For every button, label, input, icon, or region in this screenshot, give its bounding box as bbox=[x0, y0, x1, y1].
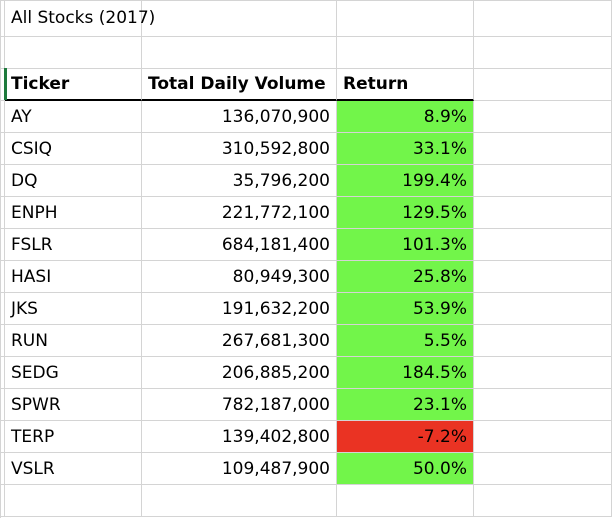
volume-cell[interactable]: 109,487,900 bbox=[142, 453, 337, 485]
ticker-cell[interactable]: RUN bbox=[5, 325, 142, 357]
empty-cell[interactable] bbox=[474, 0, 612, 37]
volume-cell[interactable]: 191,632,200 bbox=[142, 293, 337, 325]
empty-cell[interactable] bbox=[142, 485, 337, 517]
empty-cell[interactable] bbox=[474, 69, 612, 101]
volume-cell[interactable]: 782,187,000 bbox=[142, 389, 337, 421]
header-row: Ticker Total Daily Volume Return bbox=[0, 69, 612, 101]
return-cell[interactable]: 8.9% bbox=[337, 101, 474, 133]
row-margin-cell[interactable] bbox=[0, 485, 5, 517]
title-cell[interactable] bbox=[5, 0, 142, 37]
return-cell[interactable]: 33.1% bbox=[337, 133, 474, 165]
empty-cell[interactable] bbox=[474, 165, 612, 197]
header-ticker[interactable]: Ticker bbox=[5, 69, 142, 101]
ticker-cell[interactable]: TERP bbox=[5, 421, 142, 453]
empty-cell[interactable] bbox=[474, 197, 612, 229]
table-row: ENPH 221,772,100 129.5% bbox=[0, 197, 612, 229]
empty-cell[interactable] bbox=[5, 37, 142, 69]
row-margin-cell[interactable] bbox=[0, 453, 5, 485]
row-margin-cell[interactable] bbox=[0, 165, 5, 197]
return-cell[interactable]: 101.3% bbox=[337, 229, 474, 261]
empty-cell[interactable] bbox=[474, 325, 612, 357]
ticker-cell[interactable]: CSIQ bbox=[5, 133, 142, 165]
return-cell[interactable]: 184.5% bbox=[337, 357, 474, 389]
table-row: HASI 80,949,300 25.8% bbox=[0, 261, 612, 293]
volume-cell[interactable]: 80,949,300 bbox=[142, 261, 337, 293]
ticker-cell[interactable]: JKS bbox=[5, 293, 142, 325]
return-cell[interactable]: 23.1% bbox=[337, 389, 474, 421]
empty-cell[interactable] bbox=[142, 37, 337, 69]
return-cell[interactable]: -7.2% bbox=[337, 421, 474, 453]
return-cell[interactable]: 50.0% bbox=[337, 453, 474, 485]
return-cell[interactable]: 129.5% bbox=[337, 197, 474, 229]
row-margin-cell[interactable] bbox=[0, 229, 5, 261]
volume-cell[interactable]: 139,402,800 bbox=[142, 421, 337, 453]
blank-row bbox=[0, 485, 612, 517]
table-row: JKS 191,632,200 53.9% bbox=[0, 293, 612, 325]
ticker-cell[interactable]: AY bbox=[5, 101, 142, 133]
ticker-cell[interactable]: VSLR bbox=[5, 453, 142, 485]
header-return[interactable]: Return bbox=[337, 69, 474, 101]
volume-cell[interactable]: 206,885,200 bbox=[142, 357, 337, 389]
row-margin-cell[interactable] bbox=[0, 133, 5, 165]
row-margin-cell[interactable] bbox=[0, 0, 5, 37]
volume-cell[interactable]: 684,181,400 bbox=[142, 229, 337, 261]
table-row: CSIQ 310,592,800 33.1% bbox=[0, 133, 612, 165]
empty-cell[interactable] bbox=[337, 37, 474, 69]
ticker-cell[interactable]: SPWR bbox=[5, 389, 142, 421]
volume-cell[interactable]: 35,796,200 bbox=[142, 165, 337, 197]
empty-cell[interactable] bbox=[474, 101, 612, 133]
row-margin-cell[interactable] bbox=[0, 293, 5, 325]
empty-cell[interactable] bbox=[474, 293, 612, 325]
empty-cell[interactable] bbox=[474, 357, 612, 389]
table-row: TERP 139,402,800 -7.2% bbox=[0, 421, 612, 453]
empty-cell[interactable] bbox=[337, 0, 474, 37]
return-cell[interactable]: 53.9% bbox=[337, 293, 474, 325]
volume-cell[interactable]: 310,592,800 bbox=[142, 133, 337, 165]
return-cell[interactable]: 199.4% bbox=[337, 165, 474, 197]
empty-cell[interactable] bbox=[5, 485, 142, 517]
table-row: DQ 35,796,200 199.4% bbox=[0, 165, 612, 197]
empty-cell[interactable] bbox=[474, 485, 612, 517]
empty-cell[interactable] bbox=[474, 453, 612, 485]
row-margin-cell[interactable] bbox=[0, 421, 5, 453]
empty-cell[interactable] bbox=[337, 485, 474, 517]
table-row: AY 136,070,900 8.9% bbox=[0, 101, 612, 133]
empty-cell[interactable] bbox=[474, 133, 612, 165]
row-margin-cell[interactable] bbox=[0, 197, 5, 229]
row-margin-cell[interactable] bbox=[0, 325, 5, 357]
row-margin-cell[interactable] bbox=[0, 101, 5, 133]
volume-cell[interactable]: 221,772,100 bbox=[142, 197, 337, 229]
ticker-cell[interactable]: HASI bbox=[5, 261, 142, 293]
table-row: SEDG 206,885,200 184.5% bbox=[0, 357, 612, 389]
ticker-cell[interactable]: DQ bbox=[5, 165, 142, 197]
table-row: VSLR 109,487,900 50.0% bbox=[0, 453, 612, 485]
header-total-daily-volume[interactable]: Total Daily Volume bbox=[142, 69, 337, 101]
empty-cell[interactable] bbox=[474, 261, 612, 293]
sheet-title: All Stocks (2017) bbox=[11, 8, 156, 28]
empty-cell[interactable] bbox=[474, 229, 612, 261]
blank-row bbox=[0, 37, 612, 69]
return-cell[interactable]: 5.5% bbox=[337, 325, 474, 357]
volume-cell[interactable]: 267,681,300 bbox=[142, 325, 337, 357]
ticker-cell[interactable]: ENPH bbox=[5, 197, 142, 229]
volume-cell[interactable]: 136,070,900 bbox=[142, 101, 337, 133]
cell-selection-indicator bbox=[4, 68, 7, 100]
empty-cell[interactable] bbox=[142, 0, 337, 37]
table-row: SPWR 782,187,000 23.1% bbox=[0, 389, 612, 421]
ticker-cell[interactable]: SEDG bbox=[5, 357, 142, 389]
table-row: FSLR 684,181,400 101.3% bbox=[0, 229, 612, 261]
row-margin-cell[interactable] bbox=[0, 37, 5, 69]
ticker-cell[interactable]: FSLR bbox=[5, 229, 142, 261]
empty-cell[interactable] bbox=[474, 37, 612, 69]
row-margin-cell[interactable] bbox=[0, 261, 5, 293]
empty-cell[interactable] bbox=[474, 389, 612, 421]
table-row: RUN 267,681,300 5.5% bbox=[0, 325, 612, 357]
row-margin-cell[interactable] bbox=[0, 389, 5, 421]
return-cell[interactable]: 25.8% bbox=[337, 261, 474, 293]
empty-cell[interactable] bbox=[474, 421, 612, 453]
row-margin-cell[interactable] bbox=[0, 357, 5, 389]
